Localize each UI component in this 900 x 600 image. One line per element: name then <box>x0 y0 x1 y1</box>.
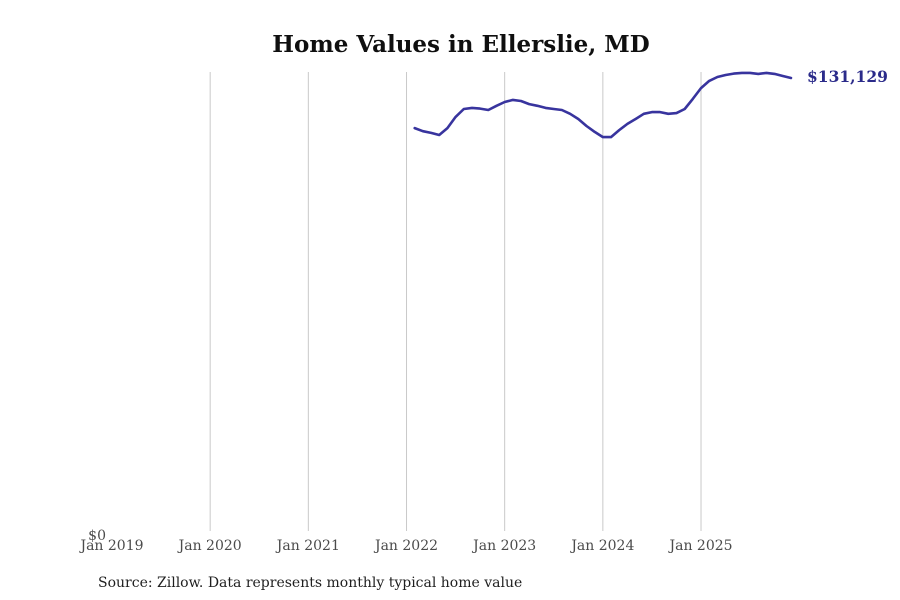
x-tick-label: Jan 2022 <box>373 538 438 554</box>
x-tick-label: Jan 2020 <box>177 538 242 554</box>
y-axis-zero-label: $0 <box>88 528 106 544</box>
x-tick-label: Jan 2025 <box>667 538 732 554</box>
x-tick-label: Jan 2021 <box>275 538 340 554</box>
x-tick-label: Jan 2019 <box>78 538 143 554</box>
latest-value-label: $131,129 <box>807 67 888 86</box>
gridlines-layer <box>209 72 702 531</box>
x-axis-tick-labels: Jan 2019 Jan 2020 Jan 2021 Jan 2022 Jan 2023… <box>78 538 732 554</box>
chart-title: Home Values in Ellerslie, MD <box>272 31 649 58</box>
home-value-line <box>413 71 793 139</box>
source-note: Source: Zillow. Data represents monthly … <box>98 575 522 591</box>
x-tick-label: Jan 2024 <box>569 538 634 554</box>
x-tick-label: Jan 2023 <box>471 538 536 554</box>
